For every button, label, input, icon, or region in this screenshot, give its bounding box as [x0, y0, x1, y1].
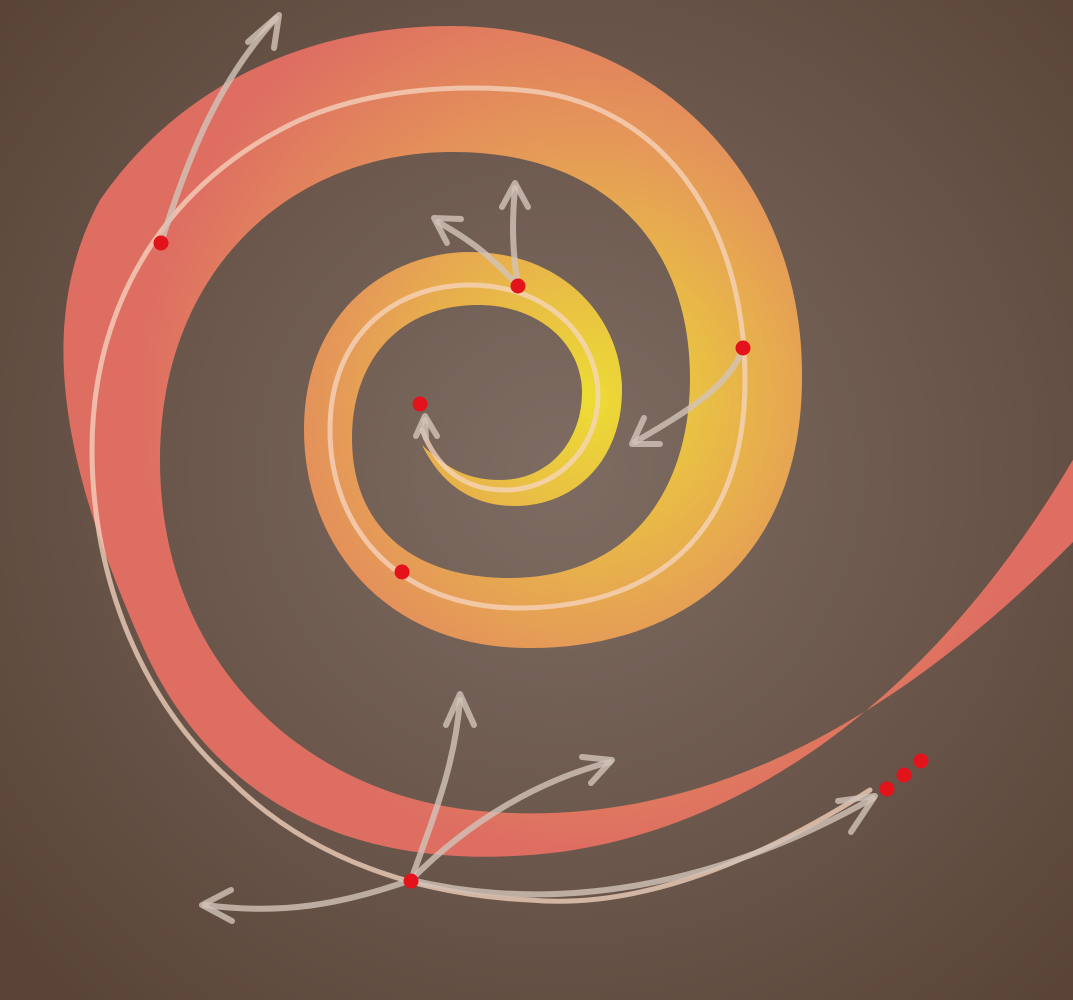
branch-arrow — [499, 180, 531, 289]
node-dot — [394, 564, 410, 580]
node-dots — [153, 235, 751, 889]
branch-arrow — [408, 691, 477, 883]
branch-arrow — [408, 754, 615, 883]
ellipsis-dot — [913, 753, 929, 769]
branch-arrow — [413, 413, 440, 441]
branch-arrow — [408, 793, 878, 898]
branch-arrow — [158, 12, 282, 246]
node-dot — [412, 396, 428, 412]
ellipsis-dots — [879, 753, 929, 797]
spiral-path-line — [89, 85, 873, 904]
node-dot — [510, 278, 526, 294]
branch-arrows — [158, 12, 878, 924]
ellipsis-dot — [879, 781, 895, 797]
branch-arrow — [431, 215, 521, 289]
branch-arrow — [629, 345, 746, 447]
node-dot — [403, 873, 419, 889]
node-dot — [153, 235, 169, 251]
ellipsis-dot — [896, 767, 912, 783]
branch-arrow — [199, 877, 414, 924]
node-dot — [735, 340, 751, 356]
